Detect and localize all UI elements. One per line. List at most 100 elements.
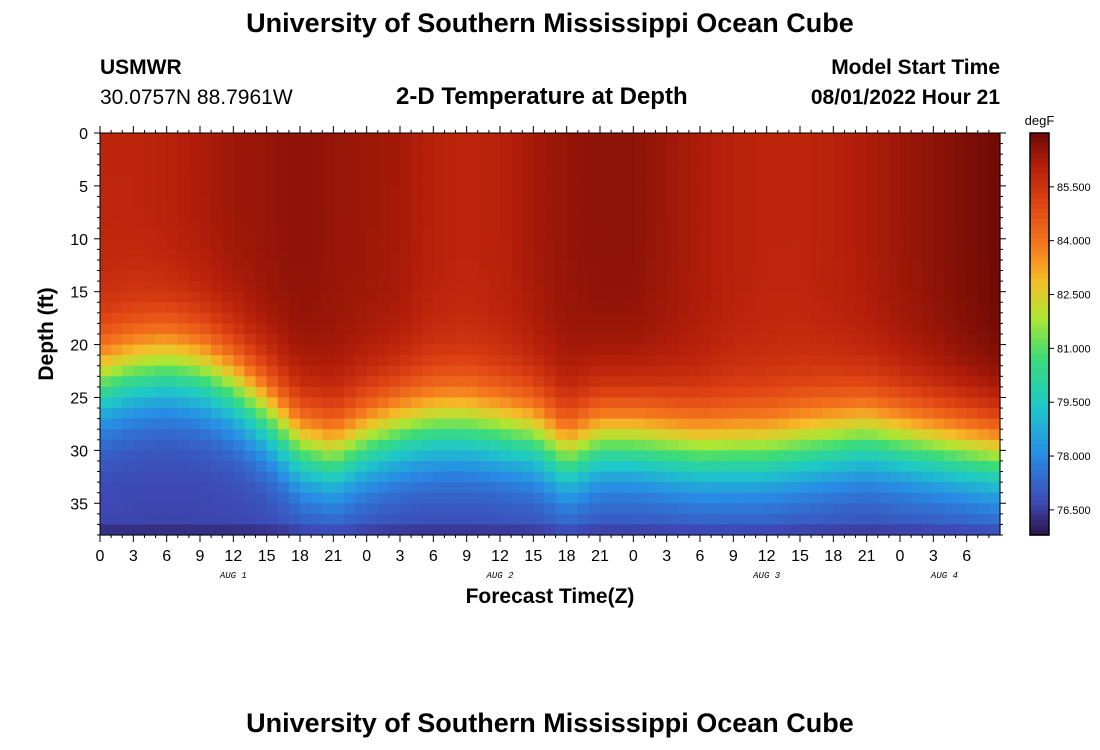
heatmap-cell [800,238,812,250]
heatmap-cell [111,503,123,515]
heatmap-cell [733,334,746,346]
heatmap-cell [800,259,812,272]
heatmap-cell [488,344,501,356]
heatmap-cell [911,365,923,377]
heatmap-cell [344,302,357,314]
heatmap-cell [488,408,501,420]
heatmap-cell [388,323,401,335]
heatmap-cell [311,492,323,504]
heatmap-cell [588,471,601,483]
heatmap-cell [755,270,768,282]
heatmap-cell [688,312,701,325]
heatmap-cell [266,471,279,483]
y-tick-label: 0 [79,126,88,143]
heatmap-cell [400,365,412,377]
heatmap-cell [488,439,501,451]
heatmap-cell [111,259,123,272]
heatmap-cell [233,259,246,272]
heatmap-cell [222,175,234,187]
heatmap-cell [711,450,723,462]
heatmap-cell [544,471,557,483]
heatmap-cell [188,154,201,166]
heatmap-cell [277,312,290,325]
heatmap-cell [600,376,612,388]
heatmap-cell [488,143,501,155]
heatmap-cell [700,175,712,187]
heatmap-cell [777,228,790,240]
heatmap-cell [811,386,823,399]
heatmap-cell [133,450,146,462]
heatmap-cell [633,259,646,272]
heatmap-cell [788,259,801,272]
heatmap-cell [466,238,479,250]
heatmap-cell [500,312,512,325]
heatmap-cell [811,492,823,504]
heatmap-cell [455,238,468,250]
heatmap-cell [277,143,290,155]
heatmap-cell [277,270,290,282]
heatmap-cell [122,492,134,504]
heatmap-cell [322,228,334,240]
heatmap-cell [555,133,568,145]
heatmap-cell [533,524,546,536]
heatmap-cell [900,312,912,325]
heatmap-cell [600,492,612,504]
heatmap-cell [844,281,857,293]
heatmap-cell [644,281,657,293]
heatmap-cell [877,471,890,483]
heatmap-cell [211,376,223,388]
heatmap-cell [100,492,112,504]
heatmap-cell [811,259,823,272]
heatmap-cell [200,450,212,462]
heatmap-cell [677,323,690,335]
heatmap-cell [144,344,157,356]
heatmap-cell [388,238,401,250]
heatmap-cell [966,196,979,208]
date-label: AUG 1 [219,571,247,581]
heatmap-cell [844,344,857,356]
heatmap-cell [277,492,290,504]
heatmap-cell [900,270,912,282]
heatmap-cell [422,376,434,388]
heatmap-cell [166,397,179,409]
heatmap-cell [322,164,334,176]
heatmap-cell [877,249,890,261]
heatmap-cell [277,376,290,388]
heatmap-cell [900,513,912,526]
heatmap-cell [455,312,468,325]
heatmap-cell [666,460,679,473]
heatmap-cell [411,450,423,462]
heatmap-cell [300,185,312,198]
heatmap-cell [422,408,434,420]
colorbar-segment [1030,519,1049,526]
heatmap-cell [266,524,279,536]
heatmap-cell [566,249,579,261]
heatmap-cell [611,408,623,420]
heatmap-cell [100,471,112,483]
heatmap-cell [633,460,646,473]
heatmap-cell [144,513,157,526]
heatmap-cell [588,259,601,272]
heatmap-cell [677,429,690,441]
heatmap-cell [244,281,257,293]
heatmap-cell [344,334,357,346]
heatmap-cell [388,408,401,420]
heatmap-cell [344,513,357,526]
heatmap-cell [144,429,157,441]
heatmap-cell [711,439,723,451]
heatmap-cell [255,238,268,250]
heatmap-cell [977,238,990,250]
heatmap-cell [988,207,1001,219]
heatmap-cell [333,355,346,367]
heatmap-cell [422,249,434,261]
heatmap-cell [288,185,301,198]
heatmap-cell [466,482,479,494]
heatmap-cell [433,492,446,504]
x-tick-label: 15 [258,548,276,565]
heatmap-cell [388,175,401,187]
heatmap-cell [644,365,657,377]
heatmap-cell [911,503,923,515]
heatmap-cell [488,302,501,314]
heatmap-cell [655,397,668,409]
heatmap-cell [455,228,468,240]
